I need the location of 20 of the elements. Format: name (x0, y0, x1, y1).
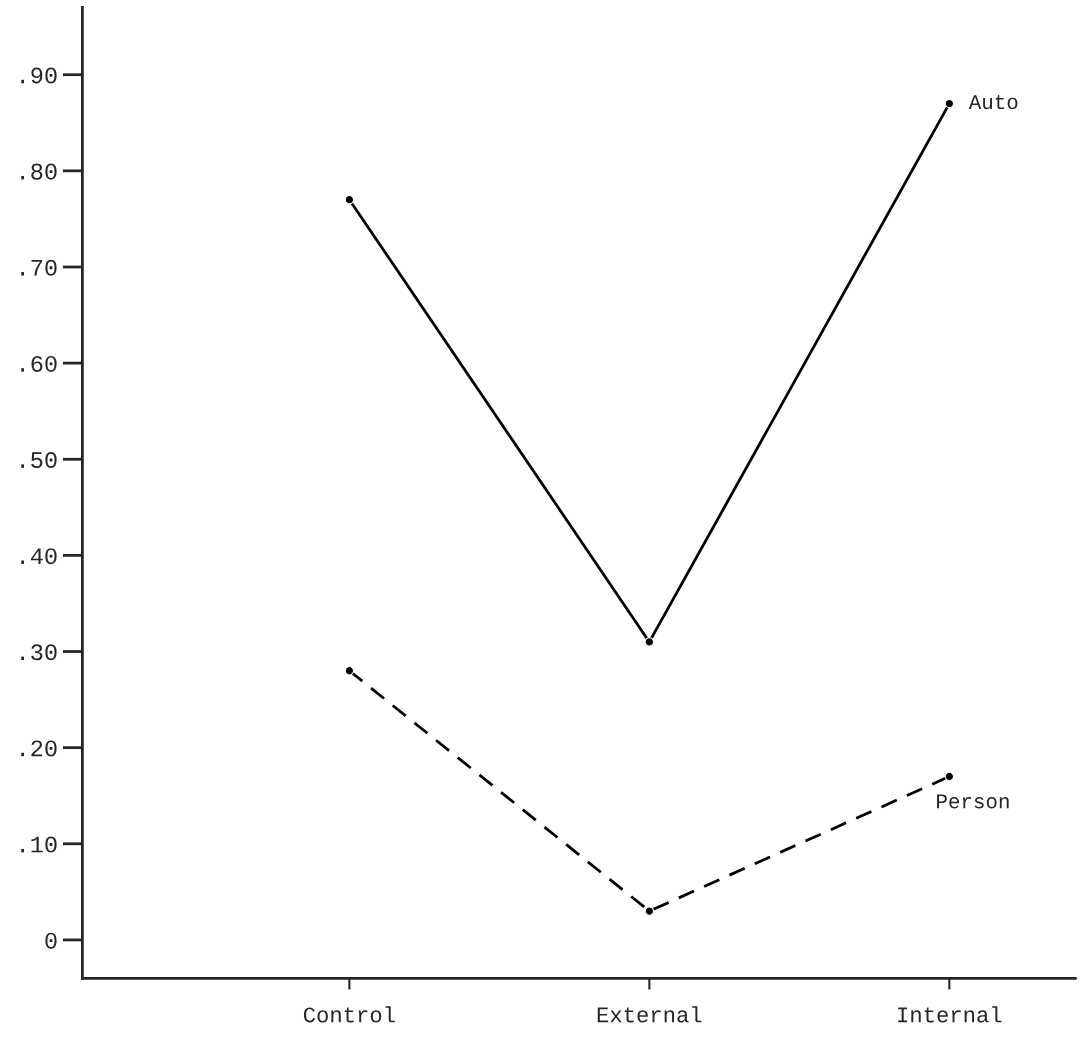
y-tick-label: .10 (21, 836, 57, 853)
series-label: Person (937, 794, 1009, 809)
x-tick-label: External (597, 1006, 702, 1023)
y-tick-label: .60 (21, 355, 57, 372)
x-tick-label: Control (303, 1006, 395, 1023)
point (644, 906, 655, 916)
y-tick-label: .20 (21, 740, 57, 757)
point (644, 637, 655, 647)
y-tick-label: .50 (21, 452, 57, 469)
y-tick-label: .80 (21, 163, 57, 180)
y-tick-label: .90 (21, 67, 57, 84)
point (944, 771, 955, 782)
y-tick-label: .70 (21, 259, 57, 276)
y-tick-label: 0 (45, 932, 57, 949)
point (344, 666, 355, 676)
x-tick-label: Internal (898, 1006, 1002, 1023)
point (344, 195, 355, 205)
series-label: Auto (968, 95, 1018, 110)
y-tick-label: .40 (21, 548, 57, 565)
y-tick-label: .30 (21, 644, 57, 661)
